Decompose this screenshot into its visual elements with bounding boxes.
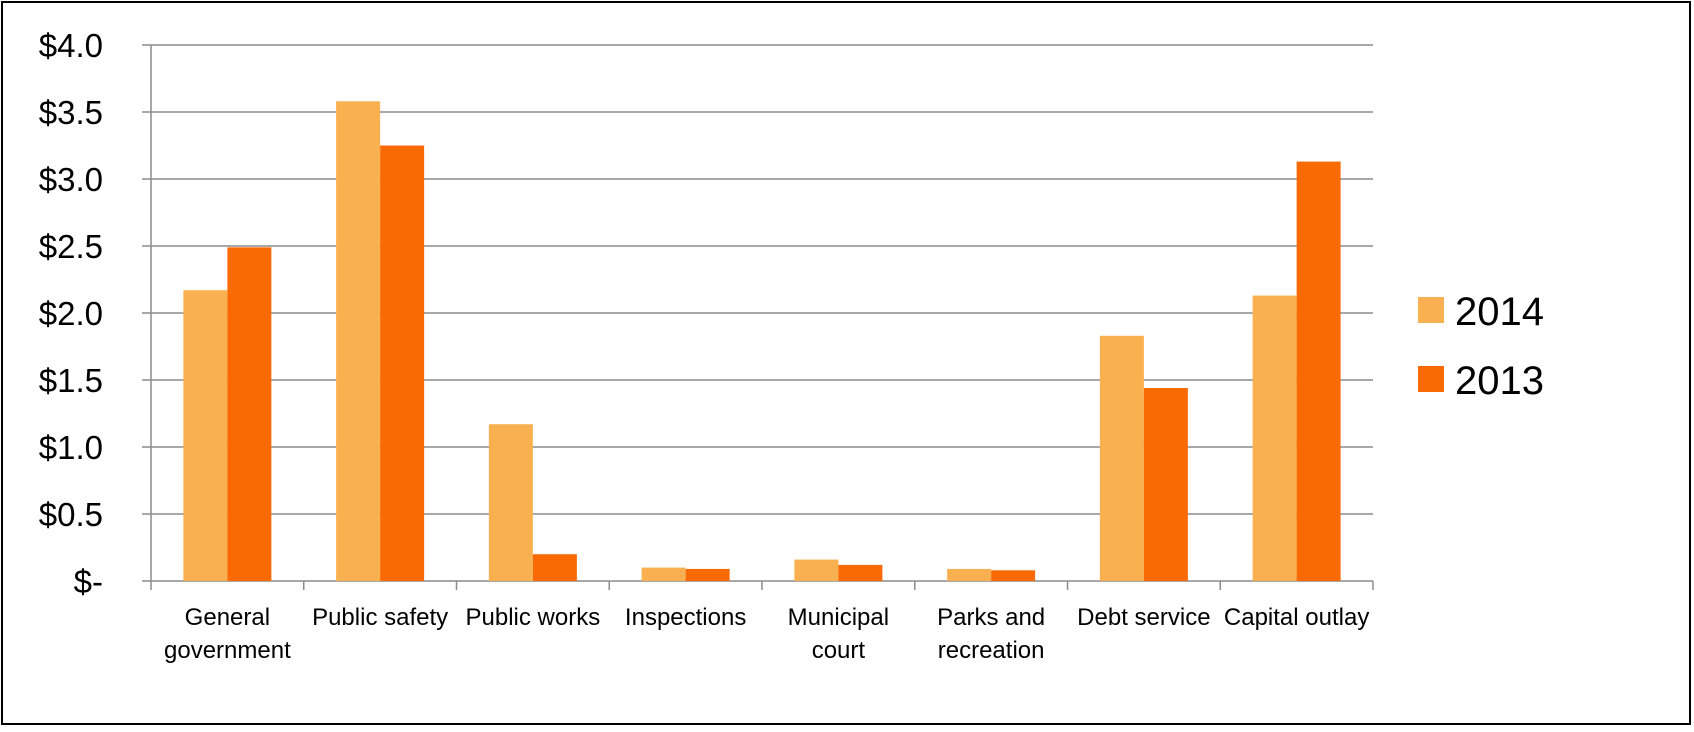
bar-2014-0: [183, 290, 228, 581]
x-tick-label-line: Capital outlay: [1224, 604, 1369, 631]
bar-2014-2: [488, 424, 533, 581]
y-tick-label: $-: [74, 563, 103, 600]
x-axis-tick-labels: General government Public safety Public wor…: [164, 604, 1369, 664]
x-tick-label: General government: [164, 604, 291, 664]
x-tick-label-line: Debt service: [1077, 604, 1210, 631]
bar-2013-3: [685, 568, 730, 581]
y-tick-label: $2.5: [39, 228, 103, 265]
axes: [142, 44, 1374, 590]
bar-2014-4: [794, 559, 839, 581]
gridlines: [151, 44, 1373, 515]
x-tick-label: Inspections: [625, 604, 746, 631]
y-tick-label: $3.0: [39, 161, 103, 198]
bar-2013-2: [532, 554, 577, 581]
bar-2014-3: [641, 567, 686, 581]
x-tick-label-line: government: [164, 637, 291, 664]
x-tick-label: Municipal court: [788, 604, 889, 664]
x-tick-label-line: Public works: [466, 604, 601, 631]
legend-swatch-2014: [1418, 297, 1444, 323]
y-tick-label: $1.0: [39, 429, 103, 466]
x-tick-label-line: General: [185, 604, 270, 631]
bar-2013-5: [991, 570, 1036, 581]
y-axis-tick-labels: $- $0.5 $1.0 $1.5 $2.0 $2.5 $3.0 $3.5 $4.0: [39, 27, 103, 600]
y-tick-label: $3.5: [39, 94, 103, 131]
x-tick-label: Capital outlay: [1224, 604, 1369, 631]
bar-2013-7: [1296, 161, 1341, 581]
legend: 2014 2013: [1418, 290, 1544, 403]
bar-2013-6: [1143, 388, 1188, 581]
x-tick-label-line: Public safety: [312, 604, 448, 631]
bar-2014-6: [1099, 335, 1144, 581]
x-tick-label-line: Parks and: [937, 604, 1045, 631]
x-tick-label: Public safety: [312, 604, 448, 631]
x-tick-label-line: recreation: [938, 637, 1045, 664]
x-tick-label: Parks and recreation: [937, 604, 1045, 664]
bar-2014-5: [947, 568, 992, 581]
y-tick-label: $0.5: [39, 496, 103, 533]
bar-2013-0: [227, 247, 272, 581]
bar-chart: $- $0.5 $1.0 $1.5 $2.0 $2.5 $3.0 $3.5 $4.0 Gener…: [39, 27, 1544, 664]
bar-2014-1: [336, 101, 381, 581]
bar-2013-4: [838, 564, 883, 581]
x-tick-label-line: Inspections: [625, 604, 746, 631]
x-tick-label-line: Municipal: [788, 604, 889, 631]
x-tick-label: Debt service: [1077, 604, 1210, 631]
legend-label-2014: 2014: [1455, 290, 1544, 334]
x-tick-label: Public works: [466, 604, 601, 631]
y-tick-label: $4.0: [39, 27, 103, 64]
legend-swatch-2013: [1418, 366, 1444, 392]
y-tick-label: $1.5: [39, 362, 103, 399]
legend-label-2013: 2013: [1455, 359, 1544, 403]
bars: [183, 101, 1341, 581]
x-tick-label-line: court: [812, 637, 866, 664]
y-tick-label: $2.0: [39, 295, 103, 332]
bar-2014-7: [1252, 295, 1297, 581]
bar-2013-1: [380, 145, 425, 581]
